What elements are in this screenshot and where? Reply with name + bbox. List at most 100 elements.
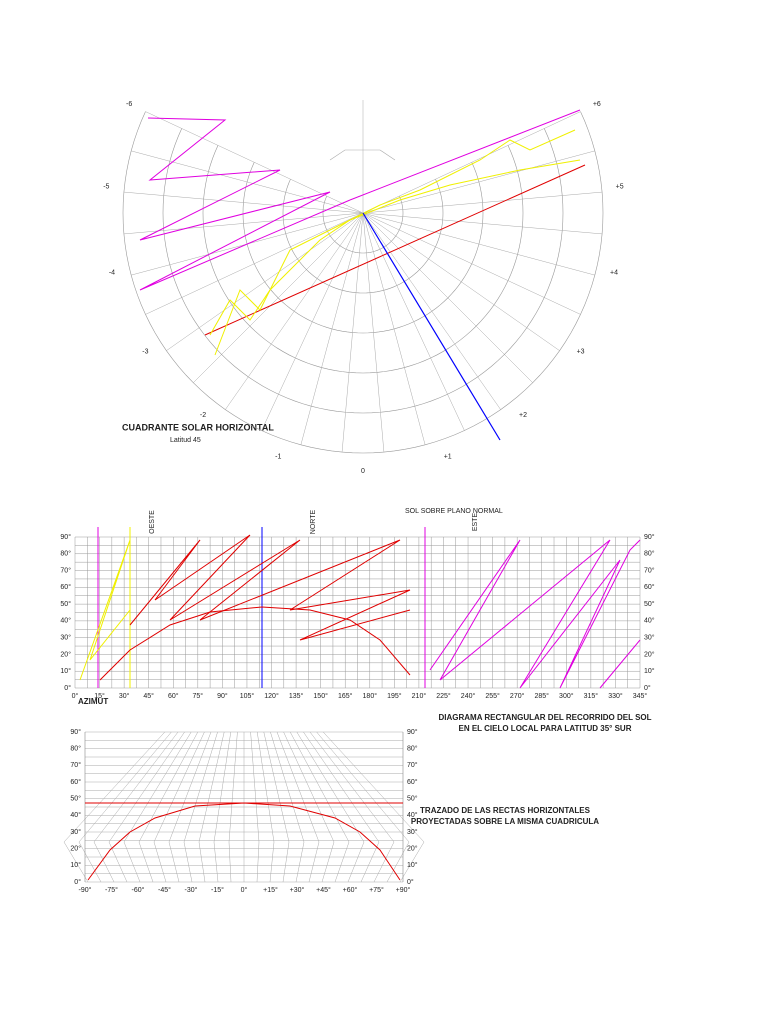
grid-curve: [283, 731, 335, 883]
grid-curve: [263, 731, 290, 883]
y-label: 30°: [644, 634, 655, 642]
magenta-line: [139, 117, 351, 291]
x-label: 120°: [264, 692, 279, 700]
arc: [322, 195, 404, 254]
x-label: -60°: [132, 886, 145, 894]
x-label: 300°: [559, 692, 574, 700]
y-label: 0°: [74, 878, 81, 886]
grid-curve: [250, 731, 260, 883]
x-label: +90°: [396, 886, 411, 894]
grid-curve: [63, 731, 165, 883]
radial-line: [362, 212, 385, 453]
rect-header: SOL SOBRE PLANO NORMAL: [405, 508, 503, 515]
x-label: 75°: [193, 692, 204, 700]
y-label: 60°: [70, 778, 81, 786]
grid-curve: [153, 731, 205, 883]
x-label: 345°: [633, 692, 648, 700]
y-label: 10°: [644, 667, 655, 675]
hour-label: -2: [200, 412, 206, 419]
y-label: 90°: [70, 728, 81, 736]
y-label: 40°: [70, 811, 81, 819]
radial-line: [362, 111, 581, 214]
y-label: 80°: [407, 745, 418, 753]
x-label: -45°: [158, 886, 171, 894]
x-label: -15°: [211, 886, 224, 894]
hour-label: +1: [444, 454, 452, 461]
y-label: 60°: [644, 583, 655, 591]
radial-line: [261, 212, 364, 431]
x-label: 270°: [510, 692, 525, 700]
y-label: 40°: [60, 617, 71, 625]
radial-line: [123, 212, 364, 235]
grid-curve: [256, 731, 275, 883]
y-label: 60°: [60, 583, 71, 591]
grid-curve: [276, 731, 320, 883]
y-label: 50°: [70, 795, 81, 803]
x-label: -90°: [79, 886, 92, 894]
radial-line: [362, 212, 603, 235]
grid-curve: [228, 731, 238, 883]
x-label: 225°: [436, 692, 451, 700]
hour-label: 0: [361, 468, 365, 475]
grid-curve: [213, 731, 232, 883]
y-label: 80°: [60, 550, 71, 558]
y-label: 30°: [60, 634, 71, 642]
rect-caption: DIAGRAMA RECTANGULAR DEL RECORRIDO DEL S…: [438, 713, 651, 722]
hour-label: -1: [275, 454, 281, 461]
top-arc: [329, 149, 396, 161]
magenta-line: [429, 539, 641, 689]
red-line: [129, 534, 411, 641]
arc: [282, 179, 444, 294]
magenta-line: [599, 639, 641, 689]
grid-curve: [309, 731, 395, 883]
radial-line: [166, 212, 364, 351]
x-label: 0°: [241, 886, 248, 894]
x-label: +15°: [263, 886, 278, 894]
grid-curve: [138, 731, 199, 883]
y-label: 10°: [407, 861, 418, 869]
red-line: [204, 164, 586, 336]
radial-line: [193, 212, 364, 383]
y-label: 90°: [644, 533, 655, 541]
radial-line: [145, 212, 364, 315]
y-label: 0°: [64, 684, 71, 692]
radial-line: [225, 212, 364, 410]
y-label: 0°: [407, 878, 414, 886]
y-label: 60°: [407, 778, 418, 786]
x-label: 90°: [217, 692, 228, 700]
hour-label: +6: [593, 101, 601, 108]
hour-label: -6: [126, 101, 132, 108]
y-label: 80°: [70, 745, 81, 753]
radial-line: [362, 150, 595, 214]
radial-line: [123, 191, 364, 214]
y-label: 50°: [407, 795, 418, 803]
grid-curve: [296, 731, 365, 883]
yellow-line: [79, 539, 131, 681]
x-label: 315°: [584, 692, 599, 700]
y-label: 80°: [644, 550, 655, 558]
arc: [242, 162, 484, 334]
rect-caption: EN EL CIELO LOCAL PARA LATITUD 35° SUR: [459, 724, 632, 733]
x-label: 210°: [412, 692, 427, 700]
y-label: 90°: [407, 728, 418, 736]
y-label: 10°: [70, 861, 81, 869]
y-label: 40°: [644, 617, 655, 625]
y-label: 30°: [70, 828, 81, 836]
x-label: +75°: [369, 886, 384, 894]
radial-line: [362, 212, 533, 383]
yellow-line: [209, 159, 581, 336]
y-label: 20°: [644, 650, 655, 658]
grid-curve: [323, 731, 425, 883]
hour-label: -3: [142, 348, 148, 355]
x-label: 195°: [387, 692, 402, 700]
grid-curve: [198, 731, 225, 883]
proj-caption: TRAZADO DE LAS RECTAS HORIZONTALES: [420, 806, 591, 815]
radial-line: [362, 191, 603, 214]
hour-label: -4: [109, 269, 115, 276]
y-label: 40°: [407, 811, 418, 819]
radial-line: [362, 212, 465, 431]
blue-line: [362, 212, 501, 441]
red-line: [99, 606, 411, 681]
x-label: 60°: [168, 692, 179, 700]
